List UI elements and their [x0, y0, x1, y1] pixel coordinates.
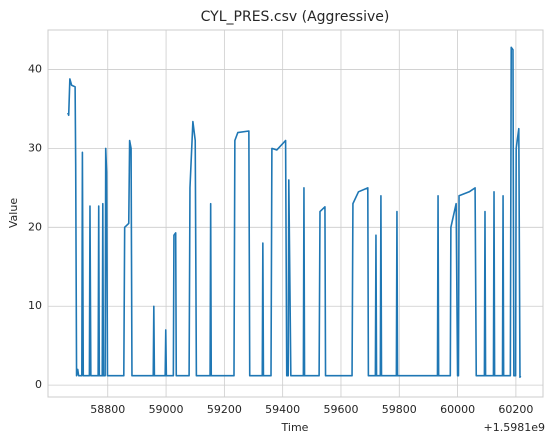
y-axis-label: Value	[7, 198, 20, 228]
x-tick-label: 59600	[323, 403, 358, 416]
x-tick-label: 60200	[498, 403, 533, 416]
line-series	[67, 46, 522, 379]
y-tick-label: 40	[28, 62, 42, 75]
y-tick-label: 0	[35, 378, 42, 391]
x-tick-label: 59400	[265, 403, 300, 416]
x-offset-text: +1.5981e9	[484, 421, 545, 434]
x-tick-label: 59200	[207, 403, 242, 416]
x-axis-label: Time	[281, 421, 309, 434]
x-tick-label: 58800	[90, 403, 125, 416]
chart-title: CYL_PRES.csv (Aggressive)	[201, 9, 390, 25]
x-tick-label: 60000	[440, 403, 475, 416]
plot-frame	[47, 29, 544, 398]
x-tick-label: 59000	[149, 403, 184, 416]
y-tick-label: 10	[28, 299, 42, 312]
y-tick-label: 30	[28, 141, 42, 154]
y-tick-label: 20	[28, 220, 42, 233]
x-tick-label: 59800	[382, 403, 417, 416]
